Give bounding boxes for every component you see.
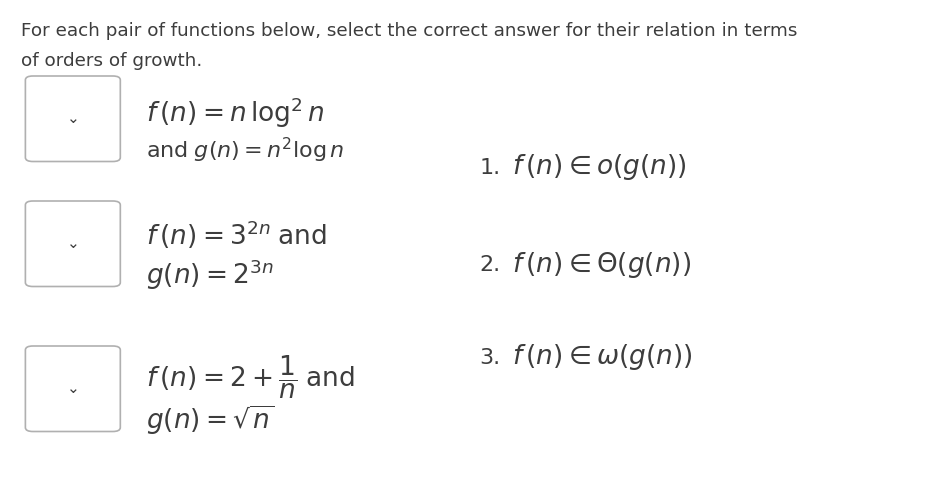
Text: $f\,(n) = 3^{2n}\;\mathrm{and}$: $f\,(n) = 3^{2n}\;\mathrm{and}$ (146, 219, 326, 251)
FancyBboxPatch shape (25, 346, 120, 432)
Text: ⌄: ⌄ (67, 381, 79, 396)
Text: $f\,(n) = 2 + \dfrac{1}{n}\;\mathrm{and}$: $f\,(n) = 2 + \dfrac{1}{n}\;\mathrm{and}… (146, 354, 354, 401)
Text: $f\,(n) \in \Theta(g(n))$: $f\,(n) \in \Theta(g(n))$ (512, 250, 692, 280)
FancyBboxPatch shape (25, 76, 120, 162)
Text: 3.: 3. (479, 348, 500, 368)
Text: $g(n) = 2^{3n}$: $g(n) = 2^{3n}$ (146, 258, 274, 292)
Text: ⌄: ⌄ (67, 236, 79, 251)
Text: $f\,(n) \in o(g(n))$: $f\,(n) \in o(g(n))$ (512, 152, 687, 182)
Text: $f\,(n) = n\,\log^2 n$: $f\,(n) = n\,\log^2 n$ (146, 95, 324, 130)
Text: $\mathrm{and}\; g(n) = n^2 \log n$: $\mathrm{and}\; g(n) = n^2 \log n$ (146, 136, 344, 164)
Text: $f\,(n) \in \omega(g(n))$: $f\,(n) \in \omega(g(n))$ (512, 342, 693, 372)
Text: 2.: 2. (479, 255, 500, 275)
FancyBboxPatch shape (25, 201, 120, 286)
Text: $g(n) = \sqrt{n}$: $g(n) = \sqrt{n}$ (146, 403, 274, 437)
Text: 1.: 1. (479, 158, 500, 178)
Text: of orders of growth.: of orders of growth. (21, 52, 202, 70)
Text: ⌄: ⌄ (67, 111, 79, 126)
Text: For each pair of functions below, select the correct answer for their relation i: For each pair of functions below, select… (21, 22, 797, 40)
